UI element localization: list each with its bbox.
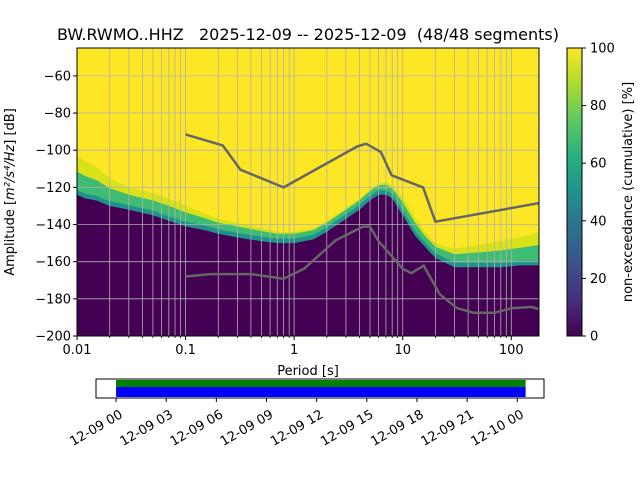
y-tick-label: −100 xyxy=(35,144,71,159)
y-tick-label: −80 xyxy=(44,107,71,122)
amplitude-grid-lines xyxy=(77,75,539,336)
colorbar-tick-label: 40 xyxy=(590,214,607,229)
y-tick-label: −140 xyxy=(35,218,71,233)
chart-title: BW.RWMO..HHZ 2025-12-09 -- 2025-12-09 (4… xyxy=(57,25,559,44)
y-tick-label: −160 xyxy=(35,255,71,270)
colorbar-tick-label: 80 xyxy=(590,99,607,114)
time-tick-label: 12-09 06 xyxy=(168,407,226,449)
x-axis-ticks: 0.01 0.1 1 10 100 xyxy=(63,336,524,358)
x-tick-label: 0.01 xyxy=(63,343,92,358)
coverage-available-bar xyxy=(116,380,526,387)
period-grid-lines xyxy=(77,48,512,336)
y-tick-label: −120 xyxy=(35,181,71,196)
colorbar: 0 20 40 60 80 100 non-exceedance (cumulative)… xyxy=(566,42,636,345)
colorbar-tick-label: 100 xyxy=(590,42,615,57)
y-tick-label: −200 xyxy=(35,330,71,345)
y-axis-label-main: Amplitude [ xyxy=(3,200,18,276)
plot-area xyxy=(77,48,539,336)
colorbar-gradient xyxy=(566,47,583,337)
time-tick-label: 12-09 03 xyxy=(118,407,176,449)
time-tick-label: 12-09 18 xyxy=(368,407,426,449)
plot-frame xyxy=(76,47,540,337)
x-tick-label: 1 xyxy=(290,343,298,358)
y-axis-label-suffix: ] [dB] xyxy=(3,108,18,145)
colorbar-ticks: 0 20 40 60 80 100 xyxy=(582,42,615,345)
time-tick-label: 12-09 21 xyxy=(419,407,477,449)
y-tick-label: −180 xyxy=(35,292,71,307)
y-tick-label: −60 xyxy=(44,69,71,84)
coverage-used-bar xyxy=(116,387,526,397)
y-axis-label: Amplitude [m²/s⁴/Hz] [dB] xyxy=(3,108,18,276)
x-tick-label: 0.1 xyxy=(175,343,196,358)
colorbar-label: non-exceedance (cumulative) [%] xyxy=(621,82,636,302)
nhnm-model-line xyxy=(185,133,539,223)
y-axis-label-unit: m²/s⁴/Hz xyxy=(3,144,18,200)
y-axis-ticks: −200 −180 −160 −140 −120 −100 −80 −60 xyxy=(35,69,77,345)
time-tick-label: 12-09 00 xyxy=(67,407,125,449)
time-tick-label: 12-09 12 xyxy=(268,407,326,449)
time-tick-label: 12-09 15 xyxy=(318,407,376,449)
colorbar-tick-label: 60 xyxy=(590,157,607,172)
x-axis-label: Period [s] xyxy=(277,364,339,379)
time-tick-label: 12-09 09 xyxy=(218,407,276,449)
x-tick-label: 10 xyxy=(394,343,411,358)
x-tick-label: 100 xyxy=(499,343,524,358)
time-tick-label: 12-10 00 xyxy=(469,407,527,449)
noise-models xyxy=(185,133,539,315)
nlnm-model-line xyxy=(185,225,539,315)
colorbar-tick-label: 0 xyxy=(590,330,598,345)
colorbar-tick-label: 20 xyxy=(590,272,607,287)
